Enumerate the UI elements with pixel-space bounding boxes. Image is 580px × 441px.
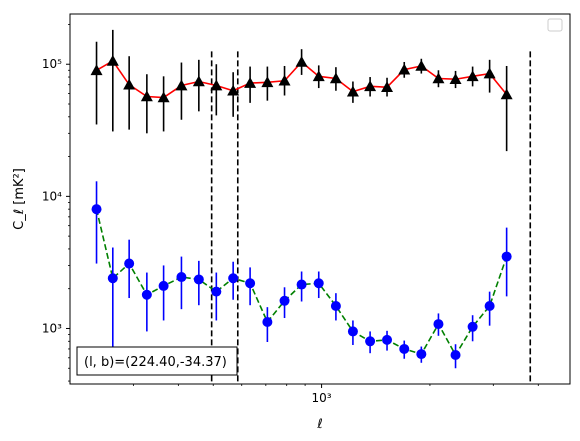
series-0-point-6 [192,75,205,87]
series-1-point-2 [124,258,135,269]
axis-ticks: 10³ 10⁴ 10⁵ 10³ [42,24,539,405]
series-0-point-13 [312,70,325,82]
x-axis-label: ℓ [316,417,322,432]
series-0-point-18 [398,63,411,75]
y-tick-label-1: 10⁴ [42,189,62,203]
series-1-point-3 [141,289,152,300]
series-0-point-7 [210,79,223,91]
series-1-point-9 [245,278,256,289]
series-1-point-1 [107,273,118,284]
series-1-point-17 [382,334,393,345]
series-1-point-6 [193,274,204,285]
series-0-point-4 [157,91,170,103]
series-0-point-19 [415,59,428,71]
series-0-point-15 [346,85,359,97]
series-0-point-22 [466,70,479,82]
series-1-point-11 [279,295,290,306]
series-0-point-24 [500,88,513,100]
plot-area [90,29,532,384]
annotation-text: (l, b)=(224.40,-34.37) [84,355,227,370]
series-1-point-4 [158,280,169,291]
series-0-point-12 [295,55,308,67]
series-1-point-19 [416,349,427,360]
series-0-point-17 [381,81,394,93]
series-1-point-16 [365,336,376,347]
x-tick-label-0: 10³ [312,391,332,405]
series-1-point-24 [501,251,512,262]
series-1-point-18 [399,343,410,354]
y-tick-label-0: 10³ [42,321,62,335]
series-0-point-1 [106,54,119,66]
series-1-point-23 [484,300,495,311]
series-0-point-14 [329,72,342,84]
series-0-point-23 [483,67,496,79]
y-axis-label: C_ℓ [mK²] [12,168,27,230]
annotation-box [76,346,238,376]
series-0-point-3 [140,90,153,102]
series-1-point-5 [176,272,187,283]
series-0-point-9 [244,77,257,88]
series-1-point-7 [211,286,222,297]
series-0-point-21 [449,73,462,85]
series-0-point-10 [261,76,274,88]
series-0-point-5 [175,79,188,91]
series-0-point-20 [432,72,445,84]
series-0-point-11 [278,74,291,86]
series-0-point-2 [123,78,136,90]
legend-box [547,18,563,32]
series-0-point-8 [227,84,240,96]
series-0-point-16 [364,80,377,92]
y-tick-label-2: 10⁵ [42,57,62,71]
series-1-point-13 [313,278,324,289]
series-1-point-21 [450,349,461,360]
series-1-point-22 [467,321,478,332]
series-1-point-0 [91,204,102,215]
series-1-point-12 [296,279,307,290]
series-1-point-14 [330,300,341,311]
series-1-point-10 [262,316,273,327]
plot-frame [69,13,571,385]
series-1-point-8 [228,273,239,284]
series-0-point-0 [90,64,103,76]
series-1-point-15 [347,326,358,337]
series-1-point-20 [433,319,444,330]
